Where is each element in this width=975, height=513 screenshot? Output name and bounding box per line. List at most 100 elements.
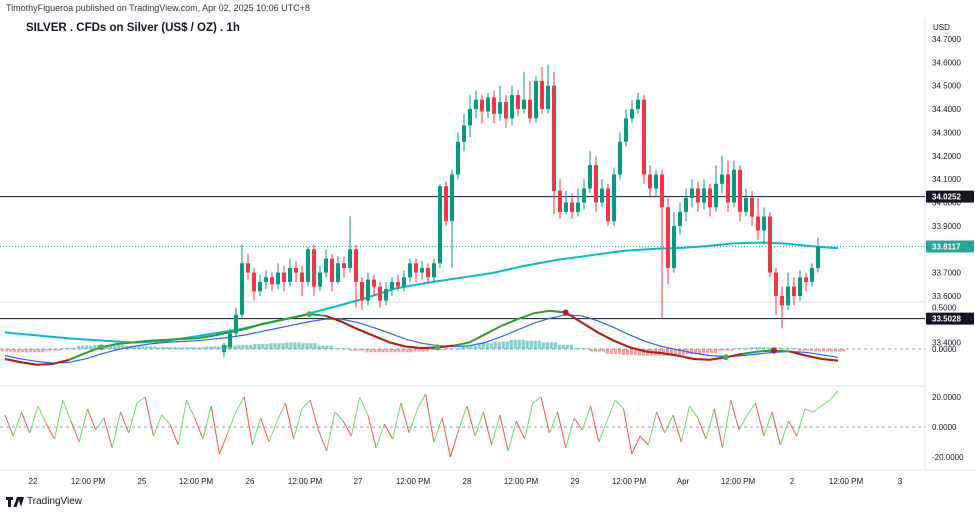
osc-segment [466,405,476,437]
macd-histogram-bar [493,341,497,349]
macd-histogram-bar [842,349,846,352]
candle-body [798,277,802,296]
macd-histogram-bar [701,349,706,354]
osc-segment [614,399,624,410]
osc-segment [623,408,633,455]
candle-body [774,272,778,296]
candle-body [426,267,430,278]
macd-histogram-bar [305,343,309,349]
candle-body [348,249,352,268]
macd-histogram-bar [569,344,573,349]
macd-histogram-bar [117,344,121,349]
candle-body [480,99,484,112]
osc-segment [581,405,592,431]
candle-body [804,277,808,282]
macd-histogram-bar [721,349,726,351]
osc-segment [95,417,105,431]
macd-histogram-bar [181,347,185,349]
candle-body [612,174,616,222]
macd-histogram-bar [381,349,385,353]
osc-segment [161,414,171,425]
macd-histogram-bar [829,349,834,352]
osc-segment [268,420,278,443]
macd-histogram-bar [705,349,710,354]
macd-histogram-bar [745,348,750,350]
macd-histogram-bar [597,349,601,352]
osc-segment [194,417,204,440]
macd-histogram-bar [593,349,597,352]
macd-histogram-bar [61,348,65,350]
macd-histogram-bar [173,347,177,349]
tradingview-logo-icon [6,496,24,507]
osc-segment [763,411,773,437]
macd-fast-segment-bearish [613,339,631,349]
macd-histogram-bar [377,349,381,353]
candle-body [312,249,316,287]
osc-segment [21,411,31,434]
osc-segment [689,405,699,419]
macd-histogram-bar [177,347,181,349]
level-label: 33.8117 [932,243,961,252]
candle-body [408,263,412,278]
macd-histogram-bar [809,349,814,351]
candle-body [762,216,766,231]
macd-histogram-bar [233,345,237,349]
macd-histogram-bar [838,349,842,352]
macd-histogram-bar [89,345,93,349]
macd-histogram-bar [29,349,33,353]
symbol-title[interactable]: SILVER . CFDs on Silver (US$ / OZ) . 1h [26,22,240,34]
candle-body [738,169,742,212]
time-tick-label: 12:00 PM [71,477,106,486]
osc-segment [350,396,361,437]
macd-histogram-bar [237,344,241,349]
macd-histogram-bar [445,348,449,350]
macd-histogram-bar [697,349,702,354]
tradingview-brand[interactable]: TradingView [6,496,82,507]
candle-body [546,85,550,110]
candle-body [654,174,658,189]
candle-body [378,286,382,301]
osc-segment [334,411,344,422]
osc-segment [433,417,443,443]
macd-histogram-bar [501,341,505,349]
osc-segment [227,411,237,434]
osc-segment [128,402,138,434]
candle-body [486,97,490,112]
macd-histogram-bar [769,347,774,349]
macd-histogram-bar [789,348,794,350]
macd-histogram-bar [197,347,201,349]
macd-histogram-bar [429,349,433,350]
candle-body [516,95,520,110]
macd-histogram-bar [749,347,754,349]
macd-histogram-bar [513,339,517,349]
macd-histogram-bar [737,348,742,350]
osc-segment [647,411,658,446]
osc-segment [779,420,789,446]
osc-segment [276,402,286,422]
osc-segment [342,420,352,437]
macd-fast-segment-bearish [693,357,710,361]
osc-segment [177,399,187,446]
moving-average-line [4,241,839,344]
macd-histogram-bar [821,349,826,352]
macd-tick-label: 0.0000 [932,345,957,354]
candle-body [330,258,334,282]
macd-histogram-bar [141,346,145,349]
osc-segment [169,423,179,446]
price-tick-label: 34.3000 [932,128,961,137]
candle-body [630,109,634,119]
macd-histogram-bar [341,348,345,350]
macd-histogram-bar [37,349,41,353]
candle-body [582,188,586,203]
macd-histogram-bar [741,348,746,350]
macd-histogram-bar [169,347,173,349]
osc-tick-label: 0.0000 [932,423,957,432]
macd-histogram-bar [285,342,289,349]
level-label: 34.0252 [932,193,961,202]
osc-segment [317,429,328,452]
macd-histogram-bar [317,345,321,349]
macd-fast-segment-bearish [340,320,358,330]
macd-histogram-bar [301,343,305,349]
osc-segment [62,399,72,422]
